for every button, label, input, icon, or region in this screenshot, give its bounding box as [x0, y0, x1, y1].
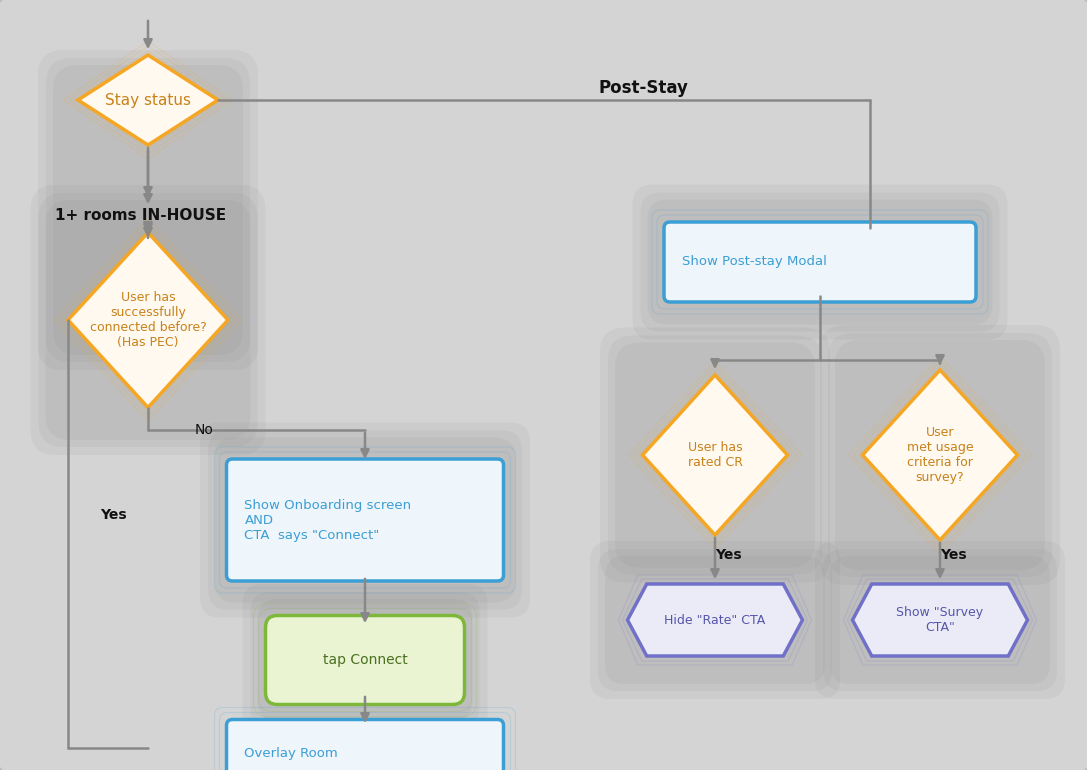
FancyBboxPatch shape — [608, 336, 822, 574]
FancyBboxPatch shape — [605, 556, 825, 684]
FancyBboxPatch shape — [640, 192, 1000, 332]
FancyBboxPatch shape — [258, 599, 473, 721]
FancyBboxPatch shape — [815, 541, 1065, 699]
Text: Show "Survey
CTA": Show "Survey CTA" — [897, 606, 984, 634]
FancyBboxPatch shape — [830, 556, 1050, 684]
FancyBboxPatch shape — [598, 549, 832, 691]
Polygon shape — [852, 584, 1027, 656]
FancyBboxPatch shape — [38, 193, 258, 447]
FancyBboxPatch shape — [664, 222, 976, 302]
FancyBboxPatch shape — [30, 185, 265, 455]
FancyBboxPatch shape — [226, 459, 503, 581]
FancyBboxPatch shape — [250, 592, 479, 728]
Text: Overlay Room: Overlay Room — [245, 746, 338, 759]
Text: Yes: Yes — [715, 548, 741, 562]
FancyBboxPatch shape — [200, 423, 530, 618]
FancyBboxPatch shape — [633, 185, 1008, 340]
Text: Yes: Yes — [940, 548, 966, 562]
FancyBboxPatch shape — [215, 437, 515, 602]
Polygon shape — [68, 233, 228, 407]
FancyBboxPatch shape — [265, 615, 464, 705]
Text: User has
successfully
connected before?
(Has PEC): User has successfully connected before? … — [89, 291, 207, 349]
Text: 1+ rooms IN-HOUSE: 1+ rooms IN-HOUSE — [55, 207, 226, 223]
Text: Show Onboarding screen
AND
CTA  says "Connect": Show Onboarding screen AND CTA says "Con… — [245, 498, 412, 541]
Polygon shape — [862, 370, 1017, 540]
Text: User has
rated CR: User has rated CR — [687, 441, 742, 469]
Text: Post-Stay: Post-Stay — [598, 79, 688, 97]
FancyBboxPatch shape — [53, 65, 243, 355]
Text: No: No — [195, 423, 214, 437]
FancyBboxPatch shape — [46, 58, 250, 362]
Text: Stay status: Stay status — [105, 92, 191, 108]
FancyBboxPatch shape — [242, 584, 487, 736]
FancyBboxPatch shape — [600, 327, 830, 582]
Polygon shape — [642, 375, 787, 535]
Text: tap Connect: tap Connect — [323, 653, 408, 667]
FancyBboxPatch shape — [208, 430, 522, 610]
Polygon shape — [78, 55, 218, 145]
FancyBboxPatch shape — [648, 199, 992, 324]
FancyBboxPatch shape — [38, 50, 258, 370]
FancyBboxPatch shape — [835, 340, 1045, 570]
Text: Hide "Rate" CTA: Hide "Rate" CTA — [664, 614, 765, 627]
FancyBboxPatch shape — [823, 549, 1057, 691]
FancyBboxPatch shape — [226, 719, 503, 770]
FancyBboxPatch shape — [46, 200, 250, 440]
Text: Yes: Yes — [100, 508, 126, 522]
FancyBboxPatch shape — [820, 325, 1060, 585]
FancyBboxPatch shape — [590, 541, 840, 699]
Text: User
met usage
criteria for
survey?: User met usage criteria for survey? — [907, 426, 973, 484]
FancyBboxPatch shape — [615, 343, 815, 567]
Polygon shape — [627, 584, 802, 656]
FancyBboxPatch shape — [828, 333, 1052, 577]
Text: Show Post-stay Modal: Show Post-stay Modal — [682, 256, 827, 269]
